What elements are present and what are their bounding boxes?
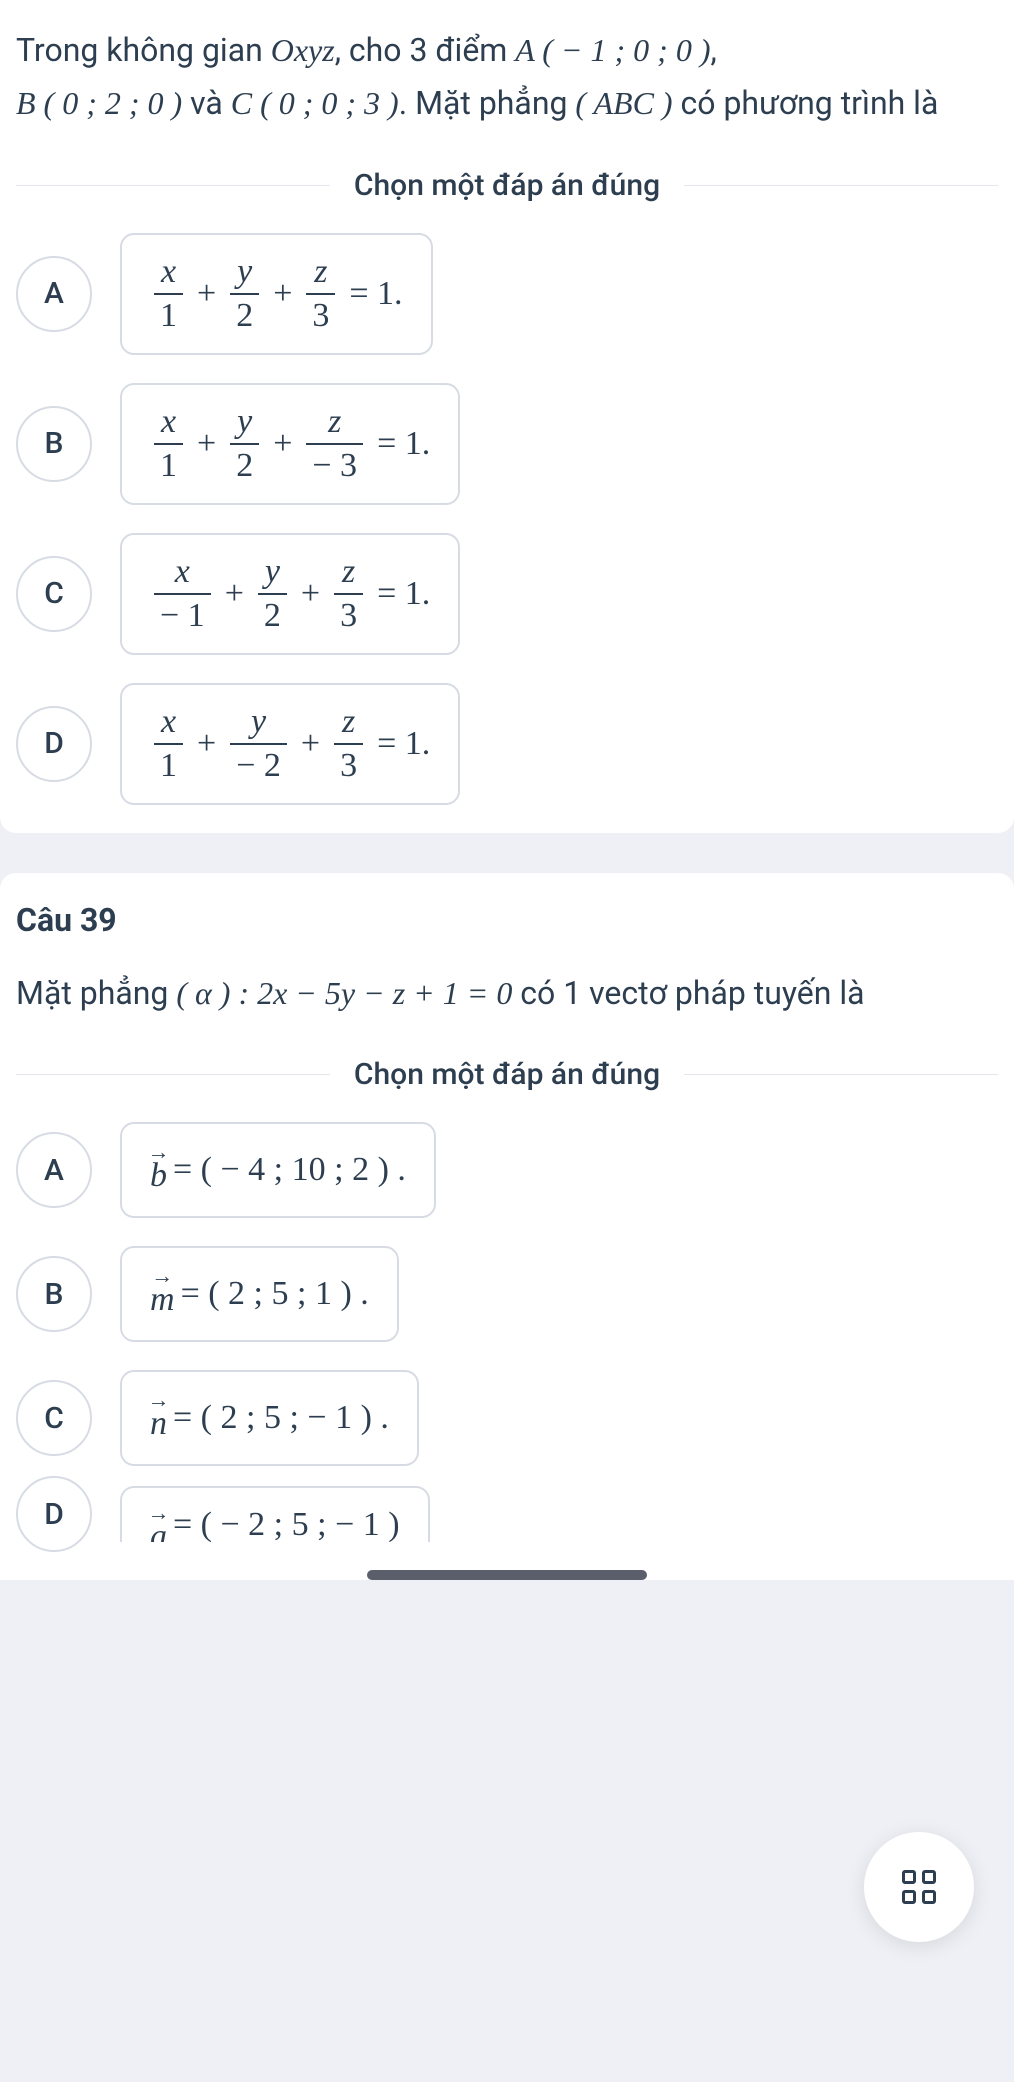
q38-mid3: . Mặt phẳng — [399, 84, 576, 122]
option-content-D: x1 + y− 2 + z3 = 1. — [120, 683, 460, 805]
option-C[interactable]: C x− 1 + y2 + z3 = 1. — [16, 533, 998, 655]
q38-mid2: và — [182, 84, 231, 122]
option-content-39-A: b = ( − 4 ; 10 ; 2 ) . — [120, 1122, 436, 1218]
vec-value-C: = ( 2 ; 5 ; − 1 ) . — [173, 1399, 389, 1437]
q38-suffix: có phương trình là — [673, 84, 939, 122]
vec-value-D: = ( − 2 ; 5 ; − 1 ) — [173, 1506, 400, 1542]
option-A[interactable]: A x1 + y2 + z3 = 1. — [16, 233, 998, 355]
option-39-C[interactable]: C n = ( 2 ; 5 ; − 1 ) . — [16, 1370, 998, 1466]
q38-mid1: , cho 3 điểm — [335, 31, 516, 69]
option-letter-A: A — [16, 256, 92, 332]
choose-label-39: Chọn một đáp án đúng — [330, 1057, 684, 1092]
vec-value-B: = ( 2 ; 5 ; 1 ) . — [181, 1275, 369, 1313]
q38-pointA-trail: , — [710, 31, 716, 69]
vector-n: n — [150, 1393, 167, 1443]
option-D[interactable]: D x1 + y− 2 + z3 = 1. — [16, 683, 998, 805]
q38-plane: ( ABC ) — [575, 85, 672, 121]
question-card-38: Trong không gian Oxyz, cho 3 điểm A ( − … — [0, 0, 1014, 833]
q39-prefix: Mặt phẳng — [16, 974, 176, 1012]
option-39-B[interactable]: B m = ( 2 ; 5 ; 1 ) . — [16, 1246, 998, 1342]
options-list-39: A b = ( − 4 ; 10 ; 2 ) . B m = ( 2 ; 5 ;… — [0, 1122, 1014, 1476]
option-content-C: x− 1 + y2 + z3 = 1. — [120, 533, 460, 655]
option-content-A: x1 + y2 + z3 = 1. — [120, 233, 433, 355]
divider-line-right — [684, 185, 998, 186]
q38-prefix: Trong không gian — [16, 31, 271, 69]
q38-pointC: C ( 0 ; 0 ; 3 ) — [231, 85, 399, 121]
vector-m: m — [150, 1269, 175, 1319]
divider-line-left-39 — [16, 1074, 330, 1075]
choose-divider: Chọn một đáp án đúng — [0, 168, 1014, 203]
q38-pointA: A ( − 1 ; 0 ; 0 ) — [515, 32, 710, 68]
q39-suffix: có 1 vectơ pháp tuyến là — [512, 974, 864, 1012]
question-text-39: Mặt phẳng ( α ) : 2x − 5y − z + 1 = 0 có… — [0, 943, 1014, 1048]
option-letter-D: D — [16, 706, 92, 782]
q38-space: Oxyz — [271, 32, 335, 68]
home-indicator — [367, 1570, 647, 1580]
option-letter-39-C: C — [16, 1380, 92, 1456]
options-list-38: A x1 + y2 + z3 = 1. B x1 + y2 + — [0, 233, 1014, 833]
q38-pointB: B ( 0 ; 2 ; 0 ) — [16, 85, 182, 121]
vec-value-A: = ( − 4 ; 10 ; 2 ) . — [173, 1151, 406, 1189]
option-content-B: x1 + y2 + z− 3 = 1. — [120, 383, 460, 505]
option-B[interactable]: B x1 + y2 + z− 3 = 1. — [16, 383, 998, 505]
option-letter-B: B — [16, 406, 92, 482]
q39-expr: ( α ) : 2x − 5y − z + 1 = 0 — [176, 975, 512, 1011]
grid-menu-button[interactable] — [864, 1832, 974, 1942]
divider-line-left — [16, 185, 330, 186]
option-letter-39-B: B — [16, 1256, 92, 1332]
option-letter-39-D: D — [16, 1476, 92, 1552]
option-letter-39-A: A — [16, 1132, 92, 1208]
choose-divider-39: Chọn một đáp án đúng — [0, 1057, 1014, 1092]
question-card-39: Câu 39 Mặt phẳng ( α ) : 2x − 5y − z + 1… — [0, 873, 1014, 1581]
option-content-39-D: a = ( − 2 ; 5 ; − 1 ) — [120, 1486, 430, 1542]
option-content-39-B: m = ( 2 ; 5 ; 1 ) . — [120, 1246, 399, 1342]
question-number: Câu 39 — [0, 873, 1014, 943]
grid-icon — [902, 1870, 936, 1904]
question-text: Trong không gian Oxyz, cho 3 điểm A ( − … — [0, 0, 1014, 158]
option-content-39-C: n = ( 2 ; 5 ; − 1 ) . — [120, 1370, 419, 1466]
choose-label: Chọn một đáp án đúng — [330, 168, 684, 203]
vector-a: a — [150, 1506, 167, 1542]
divider-line-right-39 — [684, 1074, 998, 1075]
vector-b: b — [150, 1145, 167, 1195]
option-letter-C: C — [16, 556, 92, 632]
option-39-D[interactable]: D a = ( − 2 ; 5 ; − 1 ) — [0, 1476, 1014, 1552]
option-39-A[interactable]: A b = ( − 4 ; 10 ; 2 ) . — [16, 1122, 998, 1218]
